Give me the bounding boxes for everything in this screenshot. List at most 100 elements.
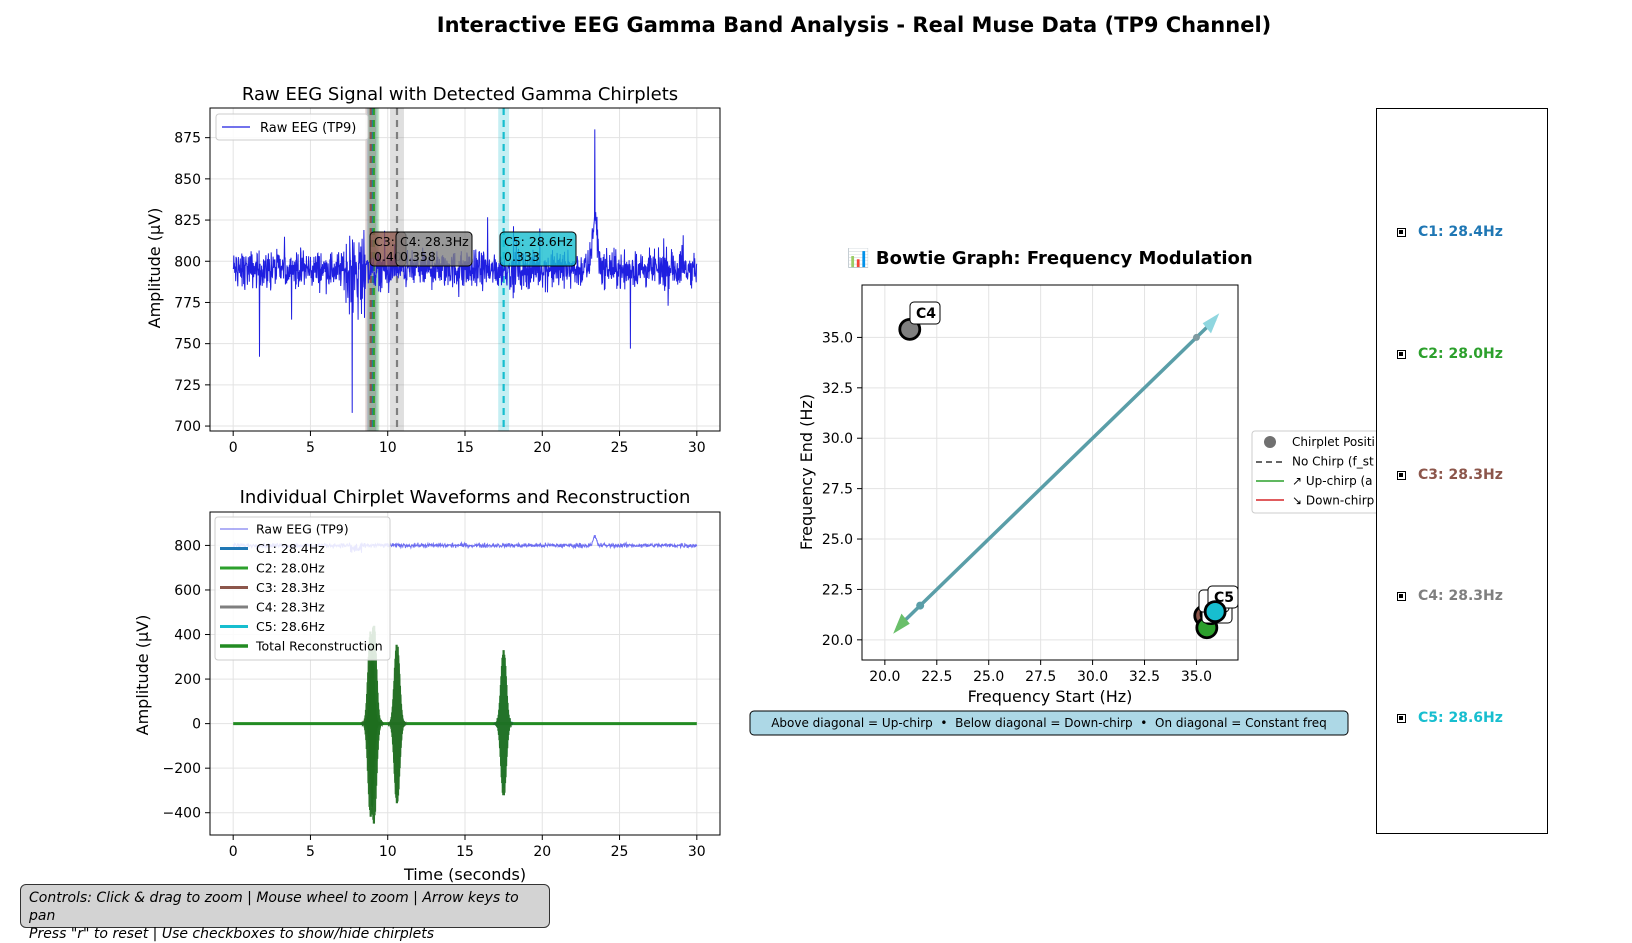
x-tick-label: 15	[456, 844, 474, 860]
annotation-label-c3: C3:	[374, 234, 395, 249]
x-tick-label: 32.5	[1129, 669, 1160, 685]
legend-entry: C4: 28.3Hz	[256, 600, 325, 615]
checkbox-checked-icon[interactable]	[1397, 591, 1406, 601]
checkbox-label: C3: 28.3Hz	[1418, 467, 1503, 483]
y-tick-label: 875	[174, 131, 201, 147]
raw-eeg-lines	[232, 129, 698, 413]
y-tick-label: 800	[174, 538, 201, 554]
x-tick-label: 20.0	[869, 669, 900, 685]
bowtie-info-text: Above diagonal = Up-chirp • Below diagon…	[771, 716, 1327, 730]
annotation-label-c4: C4: 28.3Hz	[400, 234, 469, 249]
y-tick-label: 35.0	[822, 330, 853, 346]
diagonal-arrowhead-down	[893, 613, 910, 634]
legend-entry: C1: 28.4Hz	[256, 541, 325, 556]
y-tick-label: 850	[174, 172, 201, 188]
controls-help-box: Controls: Click & drag to zoom | Mouse w…	[20, 884, 550, 942]
y-tick-label: 800	[174, 254, 201, 270]
bowtie-chart-title: 📊 Bowtie Graph: Frequency Modulation	[847, 247, 1252, 269]
waveforms-y-label: Amplitude (μV)	[133, 615, 152, 736]
chirplet-checkbox-4[interactable]: C4: 28.3Hz	[1397, 586, 1503, 606]
checkbox-checked-icon[interactable]	[1397, 349, 1406, 359]
legend-entry: C5: 28.6Hz	[256, 619, 325, 634]
x-tick-label: 25	[611, 844, 629, 860]
x-tick-label: 0	[229, 844, 238, 860]
figure-title: Interactive EEG Gamma Band Analysis - Re…	[437, 13, 1271, 37]
annotation-score-c5: 0.333	[504, 249, 540, 264]
reconstruction-burst	[493, 650, 514, 796]
annotation-label-c5: C5: 28.6Hz	[504, 234, 573, 249]
x-tick-label: 5	[306, 440, 315, 456]
x-tick-label: 5	[306, 844, 315, 860]
x-tick-label: 10	[379, 844, 397, 860]
checkbox-checked-icon[interactable]	[1397, 713, 1406, 723]
bowtie-legend: Chirplet Positi No Chirp (f_st ↗ Up-chirp …	[1251, 430, 1383, 514]
chirplet-checkbox-3[interactable]: C3: 28.3Hz	[1397, 465, 1503, 485]
y-tick-label: 775	[174, 295, 201, 311]
y-tick-label: 20.0	[822, 633, 853, 649]
legend-entry: Raw EEG (TP9)	[256, 522, 349, 537]
legend-entry: C3: 28.3Hz	[256, 580, 325, 595]
y-tick-label: −400	[163, 806, 201, 822]
raw-eeg-y-label: Amplitude (μV)	[145, 208, 164, 329]
raw-eeg-frame	[209, 107, 721, 432]
bowtie-y-label: Frequency End (Hz)	[797, 394, 816, 550]
y-tick-label: 700	[174, 419, 201, 435]
x-tick-label: 30	[688, 440, 706, 456]
y-tick-label: 0	[192, 717, 201, 733]
reconstruction-burst	[387, 644, 408, 804]
controls-line-2: Press "r" to reset | Use checkboxes to s…	[29, 926, 435, 942]
y-tick-label: 825	[174, 213, 201, 229]
chirplet-checkbox-panel: C1: 28.4Hz C2: 28.0Hz C3: 28.3Hz C4: 28.3Hz…	[1376, 108, 1548, 834]
legend-entry-raw: Raw EEG (TP9)	[260, 121, 356, 136]
legend-entry: Total Reconstruction	[255, 639, 383, 654]
legend-entry: Chirplet Positi	[1292, 435, 1375, 449]
x-tick-label: 15	[456, 440, 474, 456]
point-label-c4: C4	[916, 306, 936, 322]
checkbox-label: C1: 28.4Hz	[1418, 224, 1503, 240]
chirplet-checkbox-2[interactable]: C2: 28.0Hz	[1397, 344, 1503, 364]
x-tick-label: 20	[533, 844, 551, 860]
bowtie-marks: 2C5C4	[893, 301, 1239, 640]
y-tick-label: 30.0	[822, 431, 853, 447]
y-tick-label: 725	[174, 378, 201, 394]
figure-canvas: Interactive EEG Gamma Band Analysis - Re…	[133, 13, 1383, 884]
y-tick-label: 600	[174, 583, 201, 599]
checkbox-label: C5: 28.6Hz	[1418, 710, 1503, 726]
x-tick-label: 25	[611, 440, 629, 456]
controls-line-1: Controls: Click & drag to zoom | Mouse w…	[29, 890, 519, 924]
bowtie-frame	[861, 284, 1239, 661]
annotation-box-c4	[395, 231, 473, 267]
raw-eeg-legend: Raw EEG (TP9)	[215, 113, 369, 141]
reconstruction-burst	[363, 625, 384, 824]
y-tick-label: 27.5	[822, 482, 853, 498]
waveforms-frame	[209, 511, 721, 836]
x-tick-label: 20	[533, 440, 551, 456]
legend-entry: C2: 28.0Hz	[256, 561, 325, 576]
diagonal-line	[896, 318, 1217, 629]
y-tick-label: −200	[163, 761, 201, 777]
x-tick-label: 0	[229, 440, 238, 456]
bowtie-grid	[862, 285, 1238, 660]
chirplet-point-c5-top	[1203, 600, 1227, 624]
chirplet-checkbox-1[interactable]: C1: 28.4Hz	[1397, 222, 1503, 242]
bowtie-chart[interactable]: 📊 Bowtie Graph: Frequency Modulation Fre…	[749, 247, 1383, 736]
x-tick-label: 22.5	[921, 669, 952, 685]
y-tick-label: 22.5	[822, 582, 853, 598]
chirplet-waveforms-chart[interactable]: Individual Chirplet Waveforms and Recons…	[133, 487, 721, 884]
checkbox-checked-icon[interactable]	[1397, 470, 1406, 480]
checkbox-label: C2: 28.0Hz	[1418, 346, 1503, 362]
chirplet-checkbox-5[interactable]: C5: 28.6Hz	[1397, 708, 1503, 728]
legend-entry: No Chirp (f_st	[1292, 455, 1374, 469]
point-label-c4-box	[909, 301, 941, 325]
annotation-box-c5	[499, 231, 577, 267]
y-tick-label: 32.5	[822, 381, 853, 397]
raw-eeg-trace	[232, 129, 698, 413]
raw-eeg-chart[interactable]: Raw EEG Signal with Detected Gamma Chirp…	[145, 84, 721, 456]
legend-box	[214, 516, 391, 661]
checkbox-checked-icon[interactable]	[1397, 227, 1406, 237]
legend-swatch-points	[1264, 436, 1276, 448]
bowtie-info-box: Above diagonal = Up-chirp • Below diagon…	[749, 710, 1349, 736]
annotation-score-c4: 0.358	[400, 249, 436, 264]
diagonal-point	[916, 601, 925, 610]
y-tick-label: 200	[174, 672, 201, 688]
